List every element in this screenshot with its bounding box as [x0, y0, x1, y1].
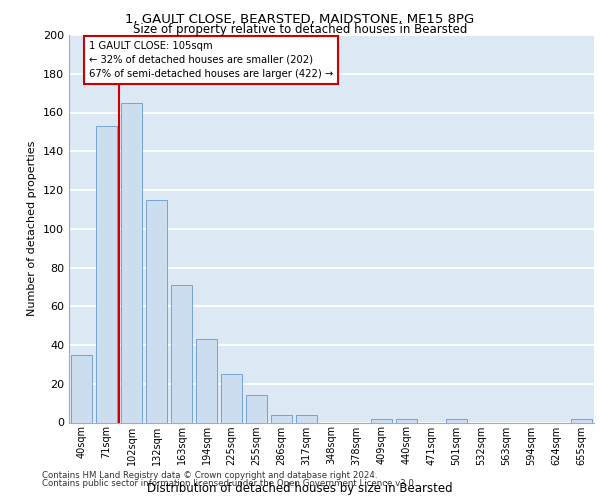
Bar — [571, 418, 592, 422]
Bar — [446, 418, 467, 422]
Bar — [296, 415, 317, 422]
Text: Size of property relative to detached houses in Bearsted: Size of property relative to detached ho… — [133, 22, 467, 36]
Y-axis label: Number of detached properties: Number of detached properties — [28, 141, 37, 316]
Bar — [121, 103, 142, 422]
Bar — [371, 418, 392, 422]
Bar — [146, 200, 167, 422]
Text: Contains public sector information licensed under the Open Government Licence v3: Contains public sector information licen… — [42, 478, 416, 488]
Text: 1 GAULT CLOSE: 105sqm
← 32% of detached houses are smaller (202)
67% of semi-det: 1 GAULT CLOSE: 105sqm ← 32% of detached … — [89, 41, 333, 79]
Text: Distribution of detached houses by size in Bearsted: Distribution of detached houses by size … — [147, 482, 453, 495]
Bar — [246, 396, 267, 422]
Text: Contains HM Land Registry data © Crown copyright and database right 2024.: Contains HM Land Registry data © Crown c… — [42, 471, 377, 480]
Bar — [221, 374, 242, 422]
Bar — [96, 126, 117, 422]
Bar — [271, 415, 292, 422]
Bar — [396, 418, 417, 422]
Bar — [71, 354, 92, 422]
Text: 1, GAULT CLOSE, BEARSTED, MAIDSTONE, ME15 8PG: 1, GAULT CLOSE, BEARSTED, MAIDSTONE, ME1… — [125, 12, 475, 26]
Bar — [196, 339, 217, 422]
Bar — [171, 285, 192, 422]
